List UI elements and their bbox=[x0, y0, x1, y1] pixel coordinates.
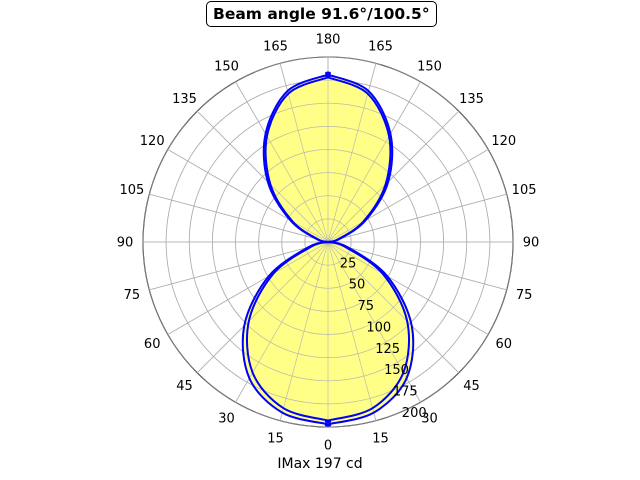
angular-tick-label: 105 bbox=[512, 183, 537, 198]
angular-gridline-overlay bbox=[327, 241, 377, 421]
angular-gridline-overlay bbox=[327, 149, 489, 243]
intensity-curves bbox=[241, 71, 415, 427]
angular-tick-label: 135 bbox=[459, 92, 484, 107]
angular-tick-label: 0 bbox=[324, 439, 332, 454]
angular-gridline-overlay bbox=[327, 241, 489, 335]
angular-tick-label: 165 bbox=[368, 39, 393, 54]
angular-gridline-overlay bbox=[327, 241, 507, 291]
angular-tick-label: 45 bbox=[463, 379, 480, 394]
angular-tick-label: 15 bbox=[372, 432, 389, 447]
radial-tick-label: 200 bbox=[402, 406, 427, 421]
radial-tick-label: 100 bbox=[366, 321, 391, 336]
angular-tick-label: 150 bbox=[214, 60, 239, 75]
angular-tick-label: 60 bbox=[496, 337, 513, 352]
angular-tick-label: 30 bbox=[218, 411, 235, 426]
angular-gridline-overlay bbox=[235, 81, 329, 243]
angular-gridline-overlay bbox=[327, 241, 460, 374]
angular-tick-labels: 0 15 30 45 60 75 90 105 120 135 150 165 180 165 150 135… bbox=[117, 33, 540, 454]
angular-tick-label: 60 bbox=[144, 337, 161, 352]
angular-gridline-overlay bbox=[196, 241, 329, 374]
radial-tick-label: 50 bbox=[349, 278, 366, 293]
angular-tick-label: 135 bbox=[172, 92, 197, 107]
angular-gridline-overlay bbox=[149, 193, 329, 243]
radial-tick-labels: 25 50 75 100 125 150 175 200 bbox=[340, 256, 427, 421]
angular-tick-label: 180 bbox=[316, 33, 341, 48]
chart-title: Beam angle 91.6°/100.5° bbox=[206, 1, 437, 27]
angular-gridline-overlay bbox=[327, 81, 421, 243]
angular-gridline-overlay bbox=[235, 241, 329, 403]
angular-gridline-overlay bbox=[167, 241, 329, 335]
radial-tick-label: 125 bbox=[375, 342, 400, 357]
x-axis-label: IMax 197 cd bbox=[277, 456, 363, 472]
intensity-curve bbox=[241, 71, 415, 427]
angular-gridline-overlay bbox=[149, 241, 329, 291]
angular-gridline-overlay bbox=[196, 110, 329, 243]
intensity-fill bbox=[142, 56, 514, 428]
angular-tick-label: 90 bbox=[117, 236, 134, 251]
angular-tick-label: 120 bbox=[140, 134, 165, 149]
angular-tick-label: 15 bbox=[267, 432, 284, 447]
angular-tick-label: 75 bbox=[516, 288, 533, 303]
angular-gridline-overlay bbox=[327, 193, 507, 243]
angular-tick-label: 90 bbox=[523, 236, 540, 251]
angular-tick-label: 45 bbox=[176, 379, 193, 394]
angular-tick-label: 165 bbox=[263, 39, 288, 54]
angular-tick-label: 105 bbox=[119, 183, 144, 198]
angular-gridline-overlay bbox=[327, 241, 421, 403]
angular-tick-label: 30 bbox=[421, 411, 438, 426]
angular-tick-label: 75 bbox=[124, 288, 141, 303]
radial-tick-label: 75 bbox=[358, 299, 375, 314]
angular-tick-label: 120 bbox=[491, 134, 516, 149]
angular-gridline-overlay bbox=[167, 149, 329, 243]
radial-tick-label: 150 bbox=[384, 363, 409, 378]
radial-tick-label: 25 bbox=[340, 256, 357, 271]
angular-gridline-overlay bbox=[279, 241, 329, 421]
angular-gridline-overlay bbox=[327, 110, 460, 243]
angular-tick-label: 150 bbox=[417, 60, 442, 75]
radial-tick-label: 175 bbox=[393, 385, 418, 400]
